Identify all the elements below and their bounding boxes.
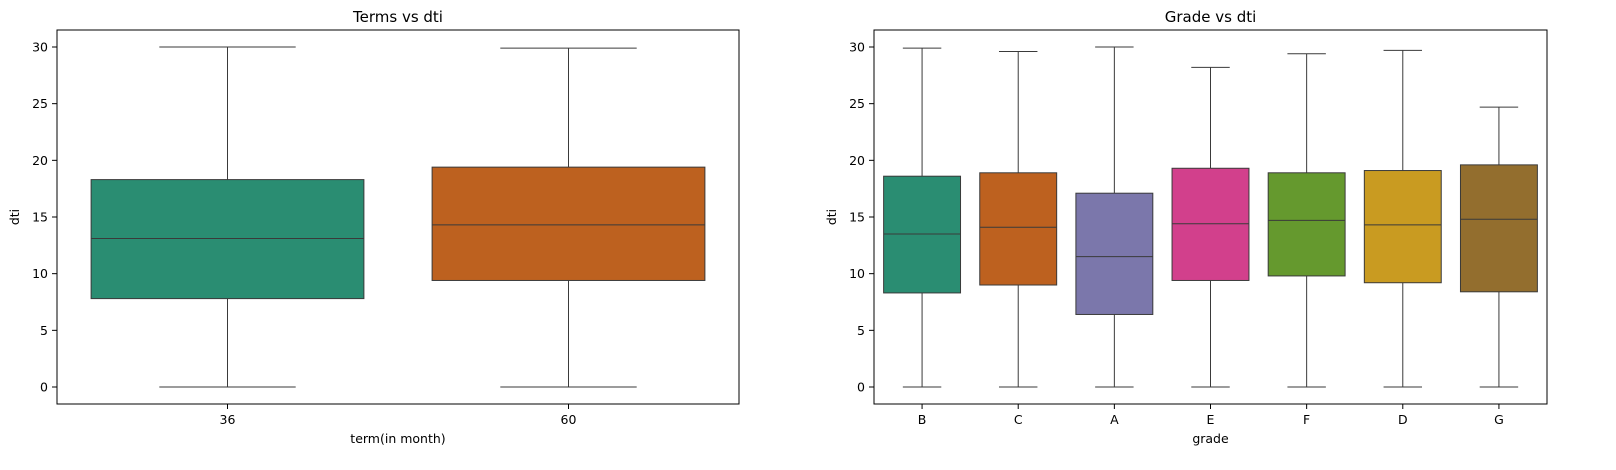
x-tick-label: D	[1398, 412, 1408, 427]
iqr-box	[1075, 192, 1154, 315]
x-tick-label: G	[1494, 412, 1504, 427]
y-tick-label: 25	[32, 96, 48, 111]
box-60	[431, 47, 706, 388]
y-tick-label: 0	[40, 380, 48, 395]
box-B	[883, 47, 962, 388]
y-tick-label: 10	[849, 266, 865, 281]
y-tick-label: 25	[849, 96, 865, 111]
y-axis-label: dti	[7, 209, 22, 225]
grade-vs-dti-chart: Grade vs dti grade dti 0 5 10 15 20 25 30 B C A E F…	[824, 8, 1548, 446]
y-tick-label: 20	[32, 153, 48, 168]
x-axis-label: grade	[1192, 431, 1229, 446]
iqr-box	[1363, 170, 1442, 284]
plot-frame	[56, 29, 740, 405]
y-tick-label: 15	[849, 210, 865, 225]
iqr-box	[1171, 167, 1250, 281]
y-tick-label: 5	[40, 323, 48, 338]
y-tick-label: 10	[32, 266, 48, 281]
x-tick-label: C	[1014, 412, 1023, 427]
iqr-box	[883, 175, 962, 294]
x-tick-label: F	[1303, 412, 1310, 427]
box-F	[1267, 53, 1346, 388]
x-tick-label: 36	[220, 412, 236, 427]
box-A	[1075, 46, 1154, 388]
y-axis-label: dti	[824, 209, 839, 225]
iqr-box	[1459, 164, 1538, 293]
box-E	[1171, 66, 1250, 388]
box-G	[1459, 106, 1538, 388]
iqr-box	[979, 172, 1058, 286]
y-tick-label: 15	[32, 210, 48, 225]
x-tick-label: 60	[561, 412, 577, 427]
y-tick-label: 30	[849, 40, 865, 55]
chart-title: Terms vs dti	[352, 8, 443, 26]
box-D	[1363, 49, 1442, 388]
x-tick-label: E	[1207, 412, 1215, 427]
y-tick-label: 5	[857, 323, 865, 338]
box-36	[90, 46, 365, 388]
y-tick-label: 0	[857, 380, 865, 395]
box-C	[979, 51, 1058, 388]
x-tick-label: A	[1110, 412, 1119, 427]
chart-title: Grade vs dti	[1165, 8, 1257, 26]
iqr-box	[431, 166, 706, 281]
iqr-box	[90, 179, 365, 300]
iqr-box	[1267, 172, 1346, 277]
terms-vs-dti-chart: Terms vs dti term(in month) dti 0 5 10 15 20…	[7, 8, 740, 446]
y-tick-label: 20	[849, 153, 865, 168]
x-axis-label: term(in month)	[350, 431, 445, 446]
plot-frame	[873, 29, 1548, 405]
x-tick-label: B	[918, 412, 927, 427]
y-tick-label: 30	[32, 40, 48, 55]
